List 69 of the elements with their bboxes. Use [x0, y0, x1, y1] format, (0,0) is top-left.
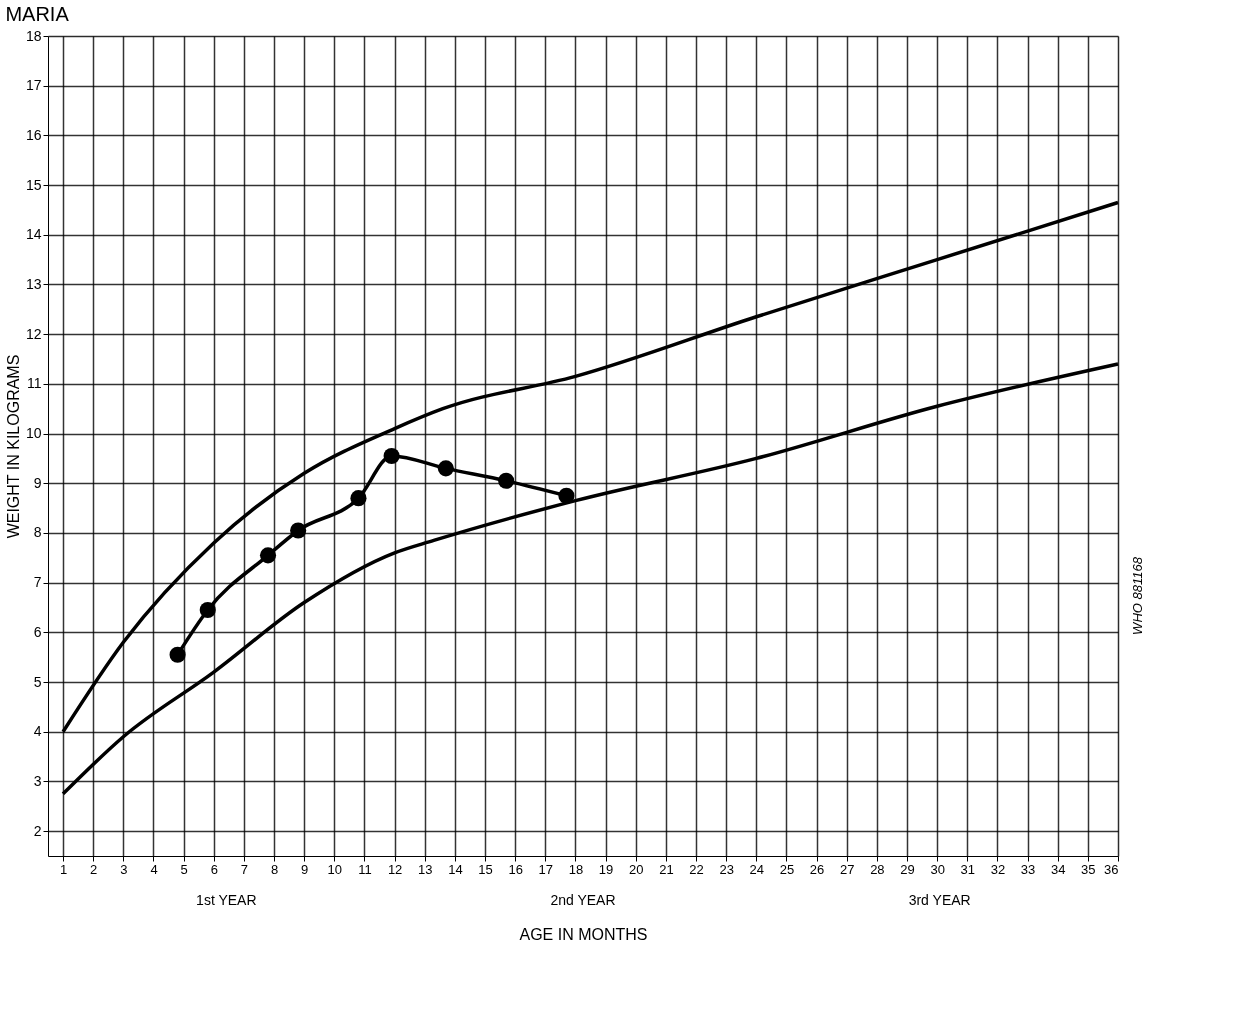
x-tick-label: 2 — [90, 861, 98, 877]
y-tick-label: 2 — [33, 822, 42, 839]
x-tick-label: 17 — [538, 861, 554, 877]
x-tick-label: 22 — [689, 861, 704, 877]
x-tick-label: 4 — [150, 861, 158, 877]
y-tick-label: 5 — [33, 673, 42, 690]
x-tick-label: 5 — [180, 861, 188, 877]
y-tick-label: 3 — [33, 772, 42, 789]
point — [350, 490, 367, 507]
text: WHO 881168 — [1130, 556, 1145, 635]
x-tick-label: 18 — [568, 861, 584, 877]
point — [383, 447, 400, 464]
x-axis-title: AGE IN MONTHS — [519, 925, 648, 943]
text: 3rd YEAR — [908, 892, 971, 908]
x-tick-label: 8 — [270, 861, 279, 877]
x-tick-label: 21 — [659, 861, 674, 877]
x-tick-label: 36 — [1104, 861, 1119, 877]
x-tick-label: 27 — [840, 861, 855, 877]
point — [290, 522, 307, 539]
x-tick-label: 9 — [301, 861, 309, 877]
y-tick-label: 9 — [33, 474, 42, 491]
x-tick-label: 13 — [418, 861, 433, 877]
x-tick-label: 29 — [900, 861, 915, 877]
y-tick-label: 17 — [25, 77, 42, 94]
x-tick-label: 35 — [1081, 861, 1096, 877]
point — [437, 460, 454, 477]
point — [199, 601, 216, 619]
x-tick-label: 3 — [120, 861, 128, 877]
x-tick-label: 11 — [358, 861, 372, 877]
chart-title: MARIA — [5, 3, 70, 25]
x-tick-label: 28 — [870, 861, 885, 877]
x-tick-label: 12 — [387, 861, 403, 877]
x-tick-label: 20 — [629, 861, 644, 877]
y-tick-label: 10 — [25, 425, 42, 442]
point — [498, 472, 515, 489]
y-tick-label: 16 — [25, 126, 42, 143]
y-tick-label: 15 — [25, 176, 42, 193]
y-tick-label: 11 — [26, 375, 42, 392]
x-tick-label: 34 — [1050, 861, 1066, 877]
x-tick-label: 15 — [478, 861, 493, 877]
x-tick-label: 25 — [779, 861, 795, 877]
x-tick-label: 33 — [1020, 861, 1036, 877]
y-tick-label: 12 — [25, 325, 42, 342]
y-tick-label: 7 — [33, 574, 42, 591]
x-tick-label: 32 — [990, 861, 1006, 877]
x-tick-label: 7 — [240, 861, 249, 877]
x-tick-label: 30 — [930, 861, 945, 877]
x-tick-label: 14 — [448, 861, 463, 877]
x-tick-label: 24 — [749, 861, 765, 877]
x-tick-label: 10 — [327, 861, 343, 877]
x-tick-label: 31 — [960, 861, 976, 877]
point — [259, 547, 277, 564]
x-tick-label: 23 — [719, 861, 734, 877]
y-tick-label: 18 — [25, 27, 42, 44]
x-tick-label: 16 — [508, 861, 523, 877]
y-axis-title: WEIGHT IN KILOGRAMS — [4, 354, 22, 539]
y-tick-label: 14 — [25, 226, 42, 243]
point — [169, 646, 186, 663]
x-tick-label: 1 — [59, 861, 68, 877]
y-tick-label: 8 — [33, 524, 42, 541]
y-tick-label: 13 — [25, 275, 42, 292]
y-tick-label: 4 — [33, 723, 42, 740]
y-tick-label: 6 — [33, 623, 42, 640]
x-tick-label: 26 — [809, 861, 825, 877]
text: 2nd YEAR — [550, 892, 616, 908]
text: 1st YEAR — [196, 892, 257, 908]
x-tick-label: 19 — [598, 861, 614, 877]
x-tick-label: 6 — [210, 861, 218, 877]
point — [558, 487, 575, 504]
